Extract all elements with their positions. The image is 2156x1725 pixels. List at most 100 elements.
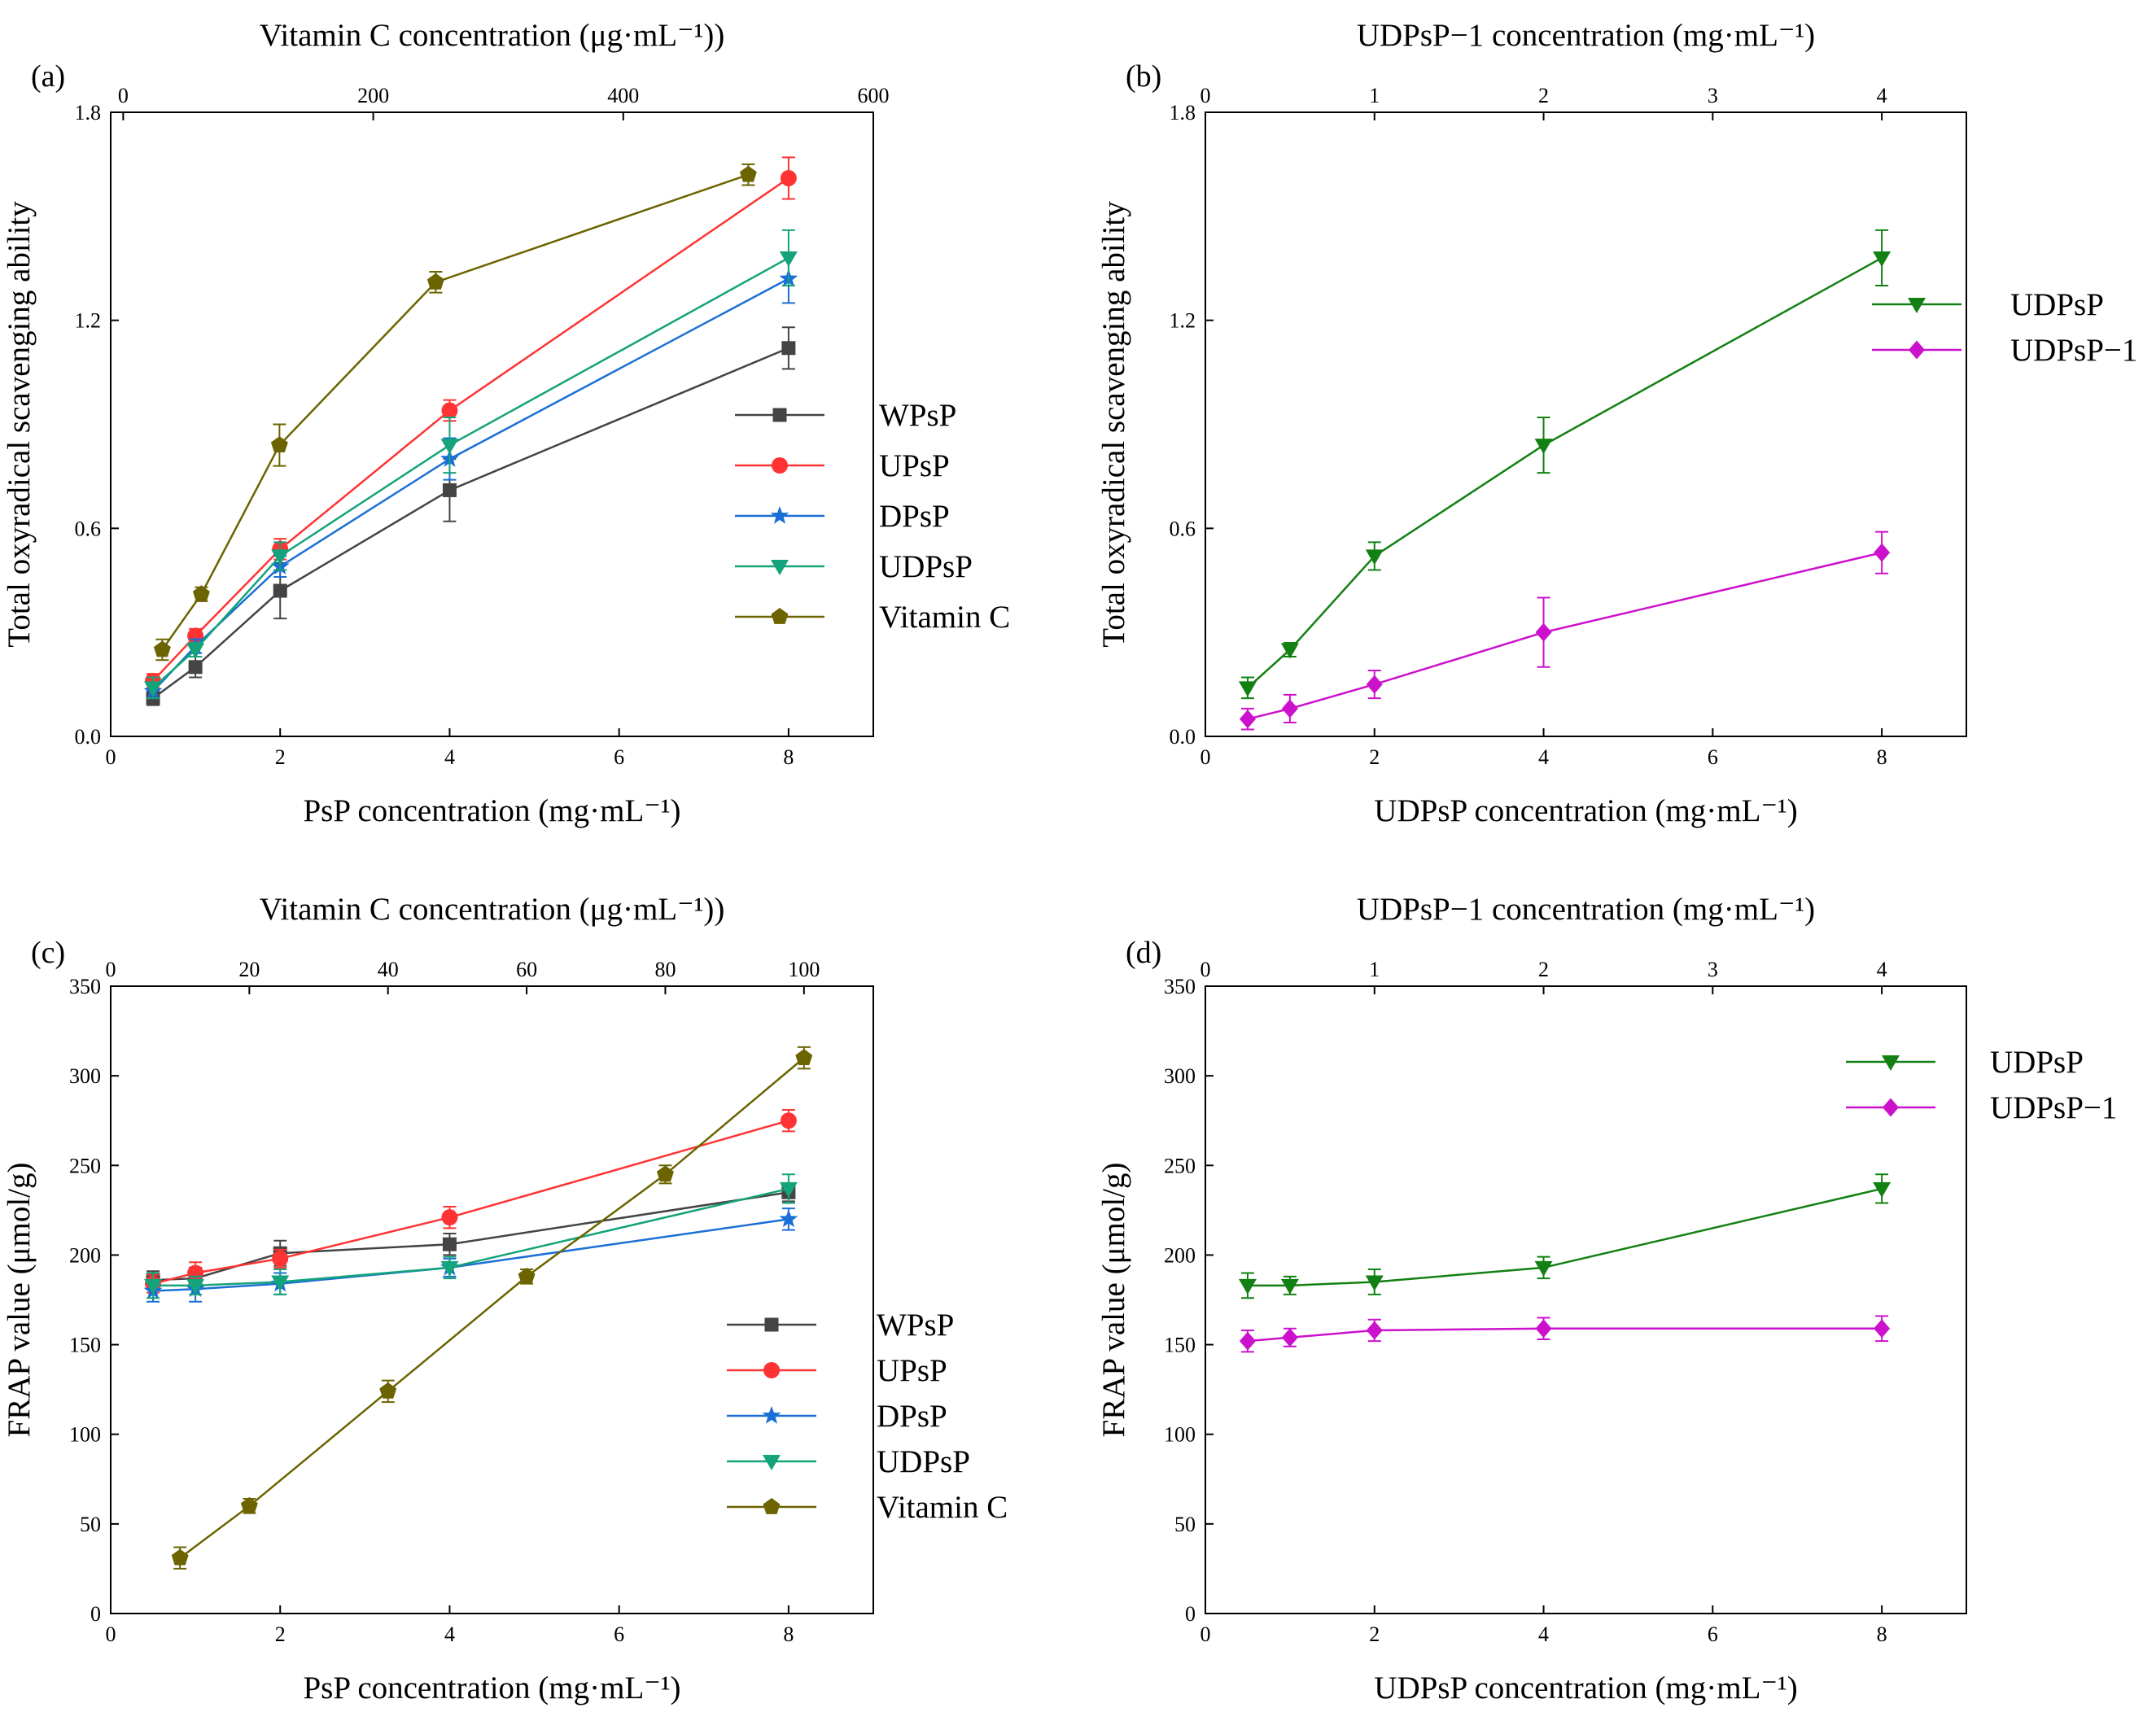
x2-axis-label: Vitamin C concentration (μg·mL⁻¹))	[260, 18, 725, 53]
y-tick-label: 350	[69, 975, 101, 998]
series-line	[153, 1187, 789, 1287]
x2-tick-label: 3	[1708, 84, 1718, 107]
series-udpsp	[144, 1173, 798, 1299]
data-point	[153, 640, 171, 657]
data-point	[442, 483, 457, 497]
legend-item: UDPsP	[735, 549, 973, 584]
data-point	[781, 341, 796, 356]
x-tick-label: 2	[275, 745, 286, 769]
x2-tick-label: 600	[858, 84, 890, 107]
plot-frame	[1205, 111, 1967, 737]
chart-panel-0: (a) 0 2 4 6 8 0 200 400 600 0.0 0.6 1.2 1.8 PsP concen…	[2, 18, 1010, 828]
data-point	[779, 251, 798, 267]
y-tick-label: 250	[1164, 1154, 1196, 1177]
legend-marker	[1909, 340, 1925, 360]
series-dpsp	[143, 1208, 798, 1303]
legend-item: UPsP	[727, 1353, 947, 1388]
x2-tick-label: 0	[106, 958, 116, 981]
data-point	[1280, 643, 1299, 659]
x2-tick-label: 80	[654, 958, 676, 981]
series-wpsp	[146, 326, 796, 706]
x-axis-label: PsP concentration (mg·mL⁻¹)	[303, 793, 680, 828]
chart-panel-1: (b) 0 2 4 6 8 0 1 2 3 4 0.0 0.6 1.2 1.8 UDPsP concentra…	[1096, 18, 2137, 828]
data-point	[1365, 549, 1384, 566]
data-point	[1366, 1321, 1383, 1340]
data-point	[1366, 675, 1383, 694]
legend-marker	[1882, 1055, 1900, 1071]
legend-item: UPsP	[735, 448, 950, 483]
data-point	[144, 1278, 163, 1295]
data-point	[192, 585, 210, 602]
y-tick-label: 300	[69, 1064, 101, 1088]
series-vitamin-c	[153, 163, 757, 662]
legend-item: UDPsP−1	[1872, 333, 2137, 368]
x2-tick-label: 2	[1538, 958, 1549, 981]
legend-item: UDPsP−1	[1846, 1090, 2117, 1125]
legend-marker	[771, 560, 789, 575]
y-tick-label: 1.8	[75, 101, 102, 124]
x2-tick-label: 60	[516, 958, 537, 981]
data-point	[780, 1112, 797, 1129]
data-point	[739, 165, 757, 182]
legend-label: UDPsP	[877, 1444, 970, 1479]
series-line	[1247, 1327, 1883, 1343]
legend-label: Vitamin C	[877, 1490, 1008, 1525]
y-tick-label: 200	[1164, 1243, 1196, 1267]
series-udpsp-1	[1239, 1315, 1891, 1353]
legend-item: DPsP	[735, 499, 950, 534]
legend-marker	[772, 457, 788, 474]
series-udpsp-1	[1239, 531, 1891, 731]
x-tick-label: 2	[1369, 745, 1380, 769]
legend-item: UDPsP	[727, 1444, 970, 1479]
x-tick-label: 4	[1538, 1622, 1549, 1646]
series-line	[179, 1057, 805, 1559]
plot-frame	[110, 985, 874, 1614]
x-axis-label: PsP concentration (mg·mL⁻¹)	[303, 1670, 680, 1705]
x-tick-label: 0	[1200, 745, 1211, 769]
data-point	[271, 1275, 290, 1291]
plot-frame	[1205, 985, 1967, 1614]
y-tick-label: 150	[1164, 1334, 1196, 1357]
data-point	[656, 1165, 674, 1182]
x2-tick-label: 0	[118, 84, 129, 107]
x2-tick-label: 0	[1200, 958, 1211, 981]
data-point	[186, 643, 205, 659]
data-point	[441, 402, 458, 419]
x-tick-label: 0	[106, 1622, 116, 1646]
series-line	[152, 347, 789, 700]
y-tick-label: 1.2	[1170, 309, 1196, 333]
data-point	[1238, 681, 1257, 697]
series-upsp	[145, 156, 797, 689]
x2-tick-label: 2	[1538, 84, 1549, 107]
y-tick-label: 350	[1164, 975, 1196, 998]
x2-tick-label: 200	[357, 84, 389, 107]
legend-marker	[763, 1362, 780, 1378]
data-point	[779, 1181, 798, 1198]
chart-panel-3: (d) 0 2 4 6 8 0 1 2 3 4 0 50 100 150 200 250 300 350 UDPsP …	[1096, 892, 2117, 1705]
data-point	[1874, 543, 1891, 562]
legend-marker	[770, 506, 789, 524]
x-tick-label: 8	[1877, 745, 1887, 769]
data-point	[1534, 439, 1553, 455]
data-point	[1281, 1328, 1298, 1347]
x-tick-label: 4	[444, 745, 455, 769]
x-tick-label: 2	[1369, 1622, 1380, 1646]
x2-tick-label: 0	[1200, 84, 1211, 107]
x2-tick-label: 20	[238, 958, 260, 981]
y-tick-label: 50	[1174, 1513, 1196, 1536]
data-point	[1239, 710, 1256, 729]
data-point	[186, 1278, 205, 1295]
series-wpsp	[146, 1182, 796, 1290]
y-tick-label: 250	[69, 1154, 101, 1177]
data-point	[379, 1382, 397, 1399]
chart-panel-2: (c)0 2 4 6 80 20 40 60 80 10005010015020025030035…	[2, 892, 1008, 1705]
x-tick-label: 6	[1708, 1622, 1718, 1646]
x2-tick-label: 400	[607, 84, 639, 107]
y-tick-label: 1.8	[1170, 101, 1196, 124]
legend-marker	[1883, 1098, 1899, 1117]
x-axis-label: UDPsP concentration (mg·mL⁻¹)	[1374, 793, 1797, 828]
x-tick-label: 4	[444, 1622, 455, 1646]
legend-label: UDPsP−1	[2010, 333, 2137, 368]
legend-label: UDPsP	[2010, 287, 2104, 322]
